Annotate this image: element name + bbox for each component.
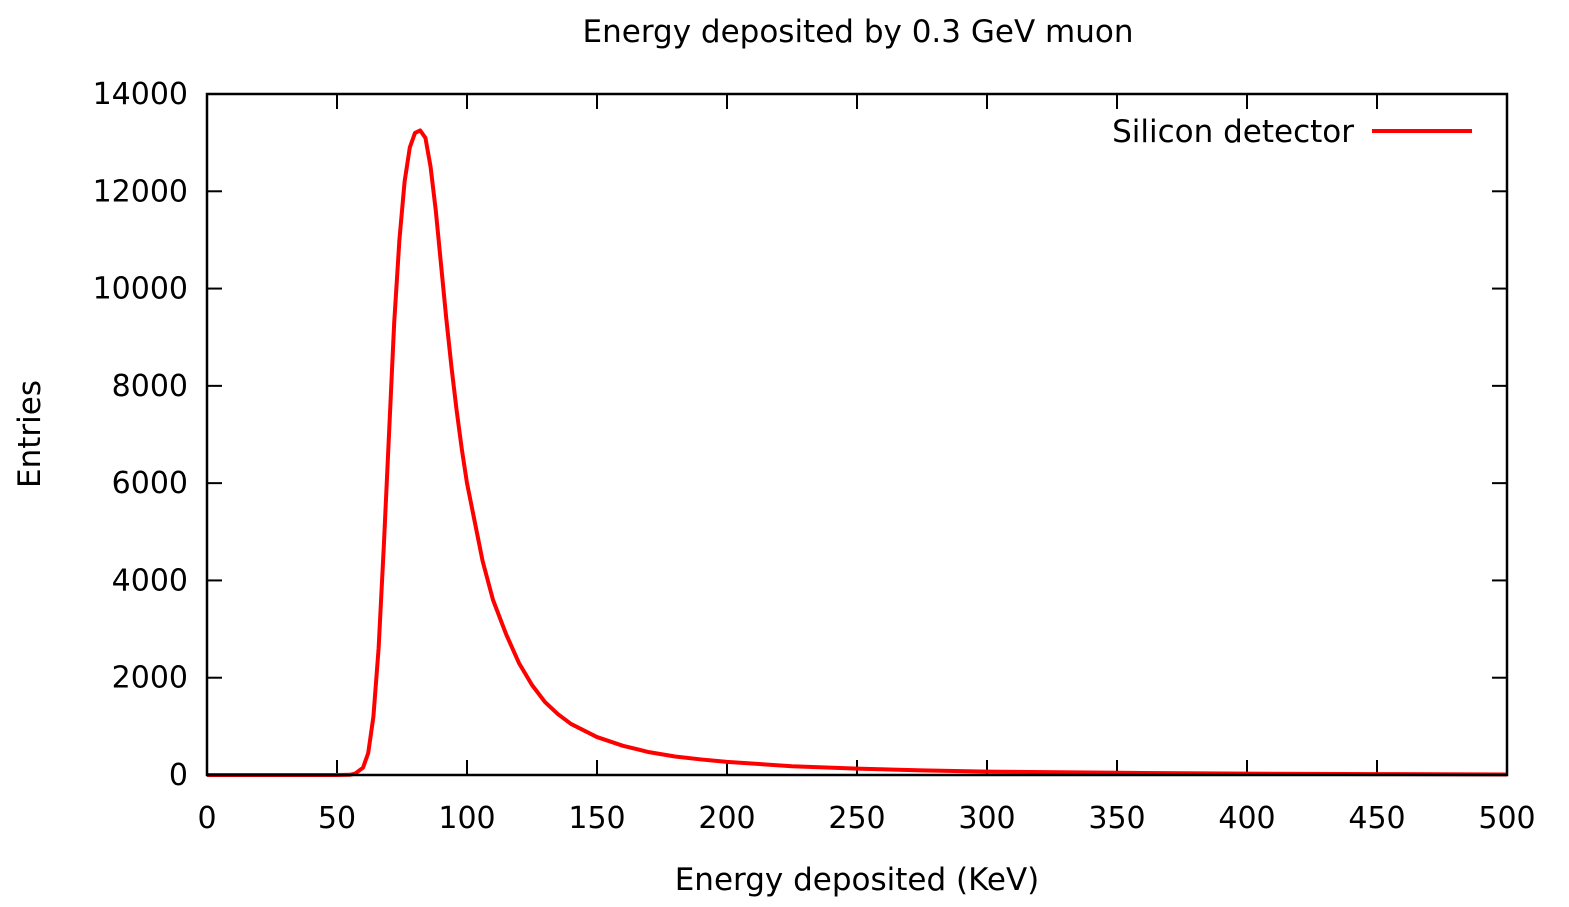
legend-label: Silicon detector <box>1112 114 1354 150</box>
y-tick-label: 10000 <box>93 272 188 307</box>
x-tick-label: 300 <box>958 801 1015 836</box>
legend: Silicon detector <box>1112 114 1472 150</box>
x-tick-label: 450 <box>1348 801 1405 836</box>
x-tick-label: 250 <box>828 801 885 836</box>
plot-frame <box>205 92 1509 777</box>
y-tick-label: 2000 <box>112 661 188 696</box>
y-tick-label: 6000 <box>112 466 188 501</box>
x-tick-label: 200 <box>698 801 755 836</box>
x-tick-label: 100 <box>438 801 495 836</box>
chart-title: Energy deposited by 0.3 GeV muon <box>583 14 1134 50</box>
x-tick-label: 350 <box>1088 801 1145 836</box>
ticks-layer: 0 50 100 150 200 250 300 350 400 450 500 0 2000 4000 6… <box>93 77 1536 836</box>
y-tick-label: 14000 <box>93 77 188 112</box>
y-tick-label: 12000 <box>93 174 188 209</box>
series-line-silicon-detector <box>207 128 1508 777</box>
x-tick-label: 400 <box>1218 801 1275 836</box>
x-axis-label: Energy deposited (KeV) <box>675 862 1040 898</box>
y-tick-label: 0 <box>169 758 188 793</box>
x-tick-label: 500 <box>1478 801 1535 836</box>
x-tick-label: 50 <box>318 801 356 836</box>
y-tick-label: 8000 <box>112 369 188 404</box>
x-tick-label: 150 <box>568 801 625 836</box>
y-tick-label: 4000 <box>112 563 188 598</box>
y-axis-label: Entries <box>12 380 48 488</box>
x-tick-label: 0 <box>197 801 216 836</box>
